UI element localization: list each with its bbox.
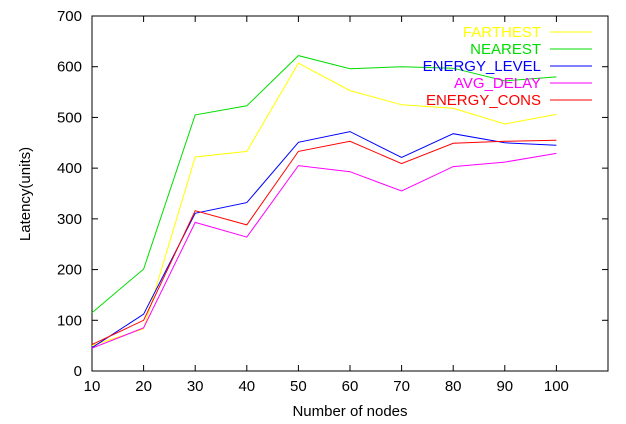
series-line-energy-level — [91, 131, 557, 349]
x-tick-label: 90 — [496, 378, 513, 395]
x-tick-label: 70 — [393, 378, 410, 395]
x-tick-label: 60 — [342, 378, 359, 395]
y-tick-label: 0 — [74, 363, 82, 380]
x-axis-label: Number of nodes — [292, 403, 407, 420]
legend: FARTHESTNEARESTENERGY_LEVELAVG_DELAYENER… — [423, 24, 592, 109]
y-tick-label: 100 — [57, 312, 82, 329]
x-tick-label: 30 — [187, 378, 204, 395]
y-tick-label: 300 — [57, 211, 82, 228]
x-tick-label: 50 — [290, 378, 307, 395]
y-axis-label: Latency(units) — [17, 147, 34, 241]
y-tick-label: 500 — [57, 109, 82, 126]
legend-label-energy-level: ENERGY_LEVEL — [423, 58, 541, 75]
x-tick-label: 10 — [84, 378, 101, 395]
axes: 0 100 200 300 400 500 600 700 10 20 30 40 50 60 70 80 90… — [57, 8, 608, 395]
x-tick-label: 100 — [544, 378, 569, 395]
series-line-farthest — [91, 62, 557, 347]
y-tick-label: 700 — [57, 8, 82, 25]
x-tick-label: 40 — [238, 378, 255, 395]
series-line-avg-delay — [91, 152, 557, 349]
series-lines — [91, 55, 557, 349]
legend-label-energy-cons: ENERGY_CONS — [426, 92, 541, 109]
legend-label-avg-delay: AVG_DELAY — [454, 75, 541, 92]
y-tick-label: 200 — [57, 262, 82, 279]
series-line-nearest — [91, 55, 557, 314]
y-tick-label: 600 — [57, 59, 82, 76]
legend-label-farthest: FARTHEST — [463, 24, 541, 41]
legend-label-nearest: NEAREST — [470, 41, 541, 58]
y-tick-label: 400 — [57, 160, 82, 177]
series-line-energy-cons — [91, 139, 557, 346]
x-tick-label: 80 — [445, 378, 462, 395]
x-tick-label: 20 — [135, 378, 152, 395]
